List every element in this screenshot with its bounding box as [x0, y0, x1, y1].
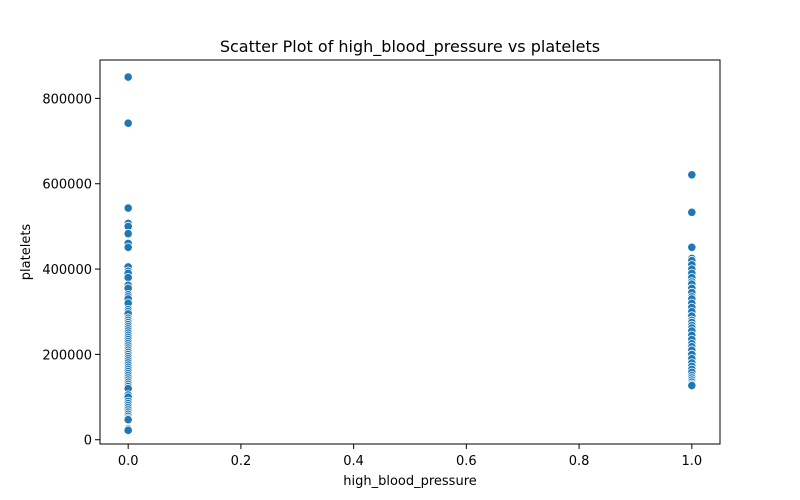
y-tick-label: 600000 — [42, 178, 92, 193]
y-axis-ticks: 0 200000 400000 600000 800000 — [42, 92, 100, 449]
data-points — [123, 72, 697, 435]
y-tick-label: 0 — [84, 434, 92, 449]
y-tick-label: 800000 — [42, 92, 92, 107]
chart-title: Scatter Plot of high_blood_pressure vs p… — [220, 37, 600, 57]
scatter-point — [123, 425, 133, 435]
scatter-point — [687, 380, 697, 391]
x-tick-label: 1.0 — [681, 454, 702, 469]
scatter-point — [123, 242, 133, 252]
x-tick-label: 0.4 — [343, 454, 364, 469]
x-tick-label: 0.2 — [231, 454, 252, 469]
y-tick-label: 200000 — [42, 348, 92, 363]
x-axis-ticks: 0.0 0.2 0.4 0.6 0.8 1.0 — [118, 444, 702, 469]
x-tick-label: 0.6 — [456, 454, 477, 469]
scatter-point — [123, 72, 133, 82]
x-axis-label: high_blood_pressure — [343, 474, 477, 489]
x-tick-label: 0.0 — [118, 454, 139, 469]
y-axis-label: platelets — [19, 224, 34, 281]
scatter-point — [123, 229, 133, 239]
y-tick-label: 400000 — [42, 263, 92, 278]
scatter-point — [123, 272, 133, 283]
scatter-point — [687, 242, 697, 252]
plot-area-frame — [99, 59, 721, 445]
x-tick-label: 0.8 — [569, 454, 590, 469]
scatter-point — [687, 207, 697, 217]
scatter-point — [123, 415, 133, 425]
scatter-point — [123, 118, 133, 128]
scatter-point — [687, 170, 697, 180]
scatter-point — [123, 203, 133, 213]
